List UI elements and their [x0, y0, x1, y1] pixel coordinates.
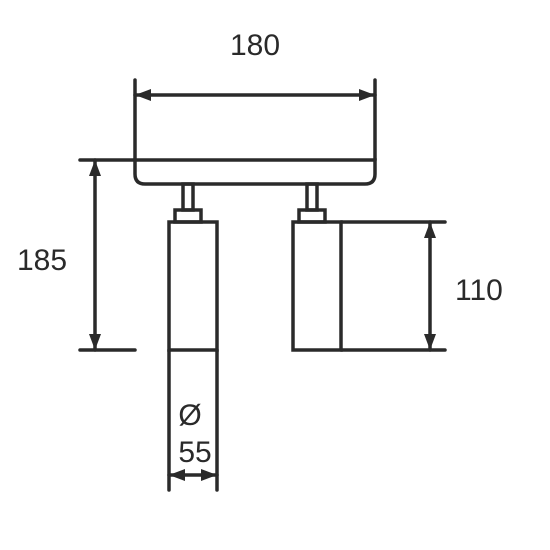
dim-top-label: 180 — [230, 29, 280, 62]
spot-left-stem — [183, 184, 193, 210]
technical-drawing: 180 185 110 Ø 55 — [0, 0, 550, 550]
mount-plate — [135, 160, 375, 184]
dim-right-label: 110 — [455, 274, 503, 307]
dim-left-label: 185 — [17, 244, 67, 277]
dim-bottom-label: 55 — [178, 436, 211, 469]
spot-left-cylinder — [169, 222, 217, 350]
spot-right-joint — [299, 210, 325, 222]
spot-left-joint — [175, 210, 201, 222]
dim-diameter-symbol: Ø — [178, 399, 201, 432]
spot-right-cylinder — [293, 222, 341, 350]
spot-right-stem — [307, 184, 317, 210]
